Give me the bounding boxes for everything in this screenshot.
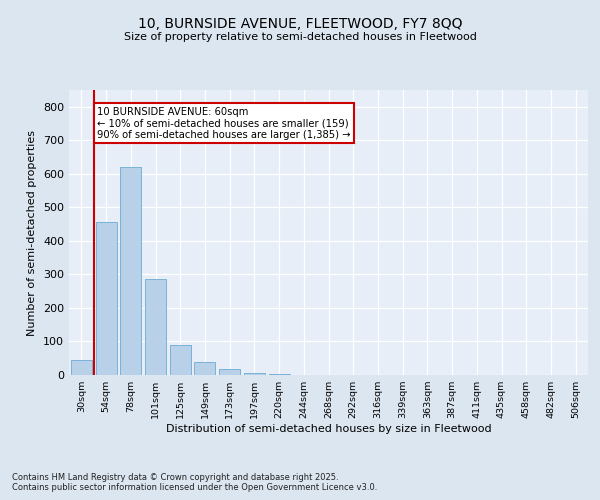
Bar — [194, 362, 215, 375]
X-axis label: Distribution of semi-detached houses by size in Fleetwood: Distribution of semi-detached houses by … — [166, 424, 491, 434]
Bar — [219, 369, 240, 375]
Text: 10 BURNSIDE AVENUE: 60sqm
← 10% of semi-detached houses are smaller (159)
90% of: 10 BURNSIDE AVENUE: 60sqm ← 10% of semi-… — [97, 107, 351, 140]
Text: 10, BURNSIDE AVENUE, FLEETWOOD, FY7 8QQ: 10, BURNSIDE AVENUE, FLEETWOOD, FY7 8QQ — [138, 18, 462, 32]
Y-axis label: Number of semi-detached properties: Number of semi-detached properties — [28, 130, 37, 336]
Bar — [145, 280, 166, 375]
Text: Contains HM Land Registry data © Crown copyright and database right 2025.
Contai: Contains HM Land Registry data © Crown c… — [12, 472, 377, 492]
Bar — [95, 222, 116, 375]
Bar — [269, 374, 290, 375]
Bar — [244, 372, 265, 375]
Bar — [170, 345, 191, 375]
Bar — [120, 167, 141, 375]
Bar — [71, 360, 92, 375]
Text: Size of property relative to semi-detached houses in Fleetwood: Size of property relative to semi-detach… — [124, 32, 476, 42]
